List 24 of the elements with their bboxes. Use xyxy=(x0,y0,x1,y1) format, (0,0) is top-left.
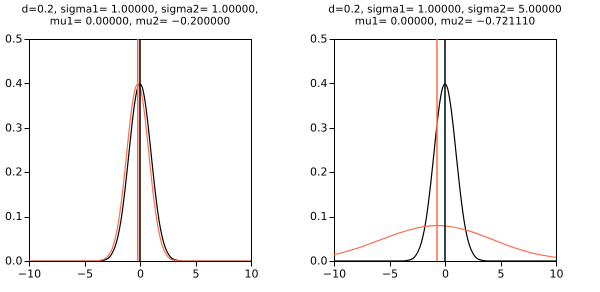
x-tick-label: 0 xyxy=(137,268,144,280)
y-tick-label: 0.5 xyxy=(310,32,328,46)
y-tick-label: 0.3 xyxy=(5,121,22,134)
y-tick-label: 0.1 xyxy=(5,210,22,224)
y-tick-label: 0.3 xyxy=(310,121,328,134)
y-tick-label: 0.2 xyxy=(310,166,328,179)
y-tick-label: 0.0 xyxy=(5,254,22,268)
y-tick-label: 0.4 xyxy=(310,76,328,90)
x-tick-label: 5 xyxy=(192,268,200,280)
x-tick-label: −5 xyxy=(382,268,398,280)
chart-title: d=0.2, sigma1= 1.00000, sigma2= 5.00000 mu1= 0.00000, mu2= −0.721110 xyxy=(328,4,562,28)
x-tick-label: −10 xyxy=(18,268,42,280)
y-tick-label: 0.0 xyxy=(310,254,328,268)
x-tick-label: −5 xyxy=(76,268,94,280)
chart-title: d=0.2, sigma1= 1.00000, sigma2= 1.00000, mu1= 0.00000, mu2= −0.200000 xyxy=(22,4,258,28)
x-tick-label: 5 xyxy=(498,268,504,280)
y-tick-label: 0.1 xyxy=(310,210,328,224)
y-tick-label: 0.2 xyxy=(5,166,22,179)
x-tick-label: 10 xyxy=(244,268,258,280)
y-tick-label: 0.4 xyxy=(5,76,22,90)
x-tick-label: 10 xyxy=(550,268,564,280)
x-tick-label: −10 xyxy=(322,268,346,280)
y-tick-label: 0.5 xyxy=(5,32,22,46)
x-tick-label: 0 xyxy=(442,268,449,280)
